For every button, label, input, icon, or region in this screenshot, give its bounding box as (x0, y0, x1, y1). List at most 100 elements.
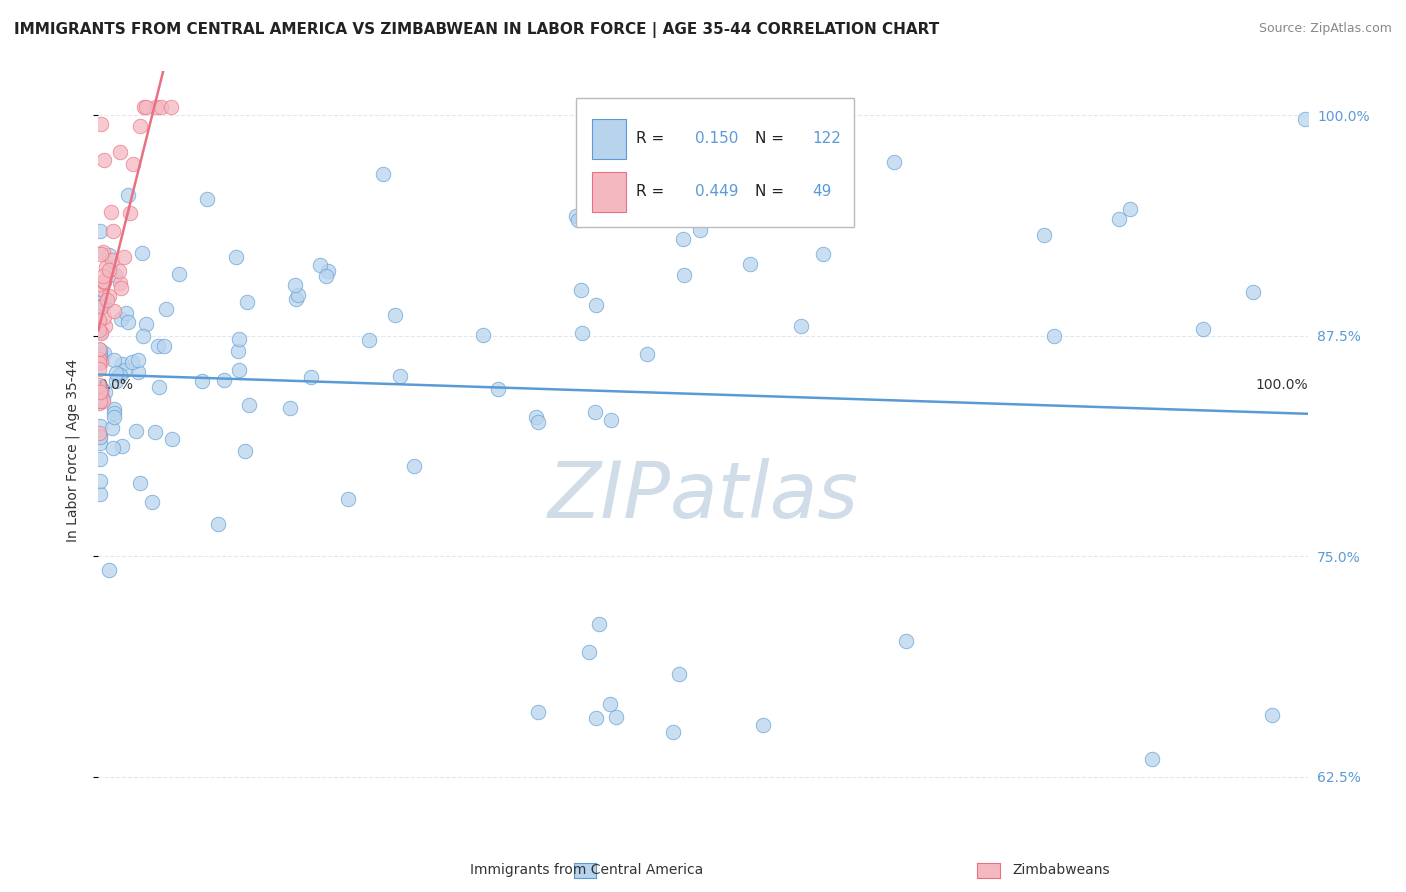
Point (93, 291, 115, 305)
Point (278, 401, 301, 416)
Point (89, 347, 111, 361)
Point (87, 315, 110, 329)
Point (141, 495, 163, 509)
Text: 0.0%: 0.0% (98, 378, 134, 392)
Point (167, 267, 190, 281)
Point (103, 402, 125, 417)
Point (121, 157, 143, 171)
Point (287, 287, 309, 301)
Point (195, 192, 218, 206)
Point (148, 380, 170, 394)
Point (790, 318, 813, 333)
Point (98, 248, 121, 262)
Text: Source: ZipAtlas.com: Source: ZipAtlas.com (1258, 22, 1392, 36)
Point (93, 297, 115, 311)
Point (811, 247, 834, 261)
Point (89, 394, 111, 409)
Point (103, 409, 125, 424)
Point (588, 616, 610, 631)
Y-axis label: In Labor Force | Age 35-44: In Labor Force | Age 35-44 (66, 359, 80, 542)
Point (89, 474, 111, 488)
Point (112, 250, 135, 264)
Point (89, 418, 111, 433)
Point (89, 380, 111, 394)
Point (486, 382, 509, 396)
Text: Immigrants from Central America: Immigrants from Central America (470, 863, 703, 877)
Point (153, 339, 176, 353)
Point (90, 117, 112, 131)
Point (225, 250, 247, 264)
Point (89, 394, 111, 409)
Point (91, 382, 114, 396)
Point (108, 264, 131, 278)
Point (98, 288, 121, 302)
Point (90, 247, 112, 261)
Point (114, 363, 136, 377)
Point (87, 277, 110, 291)
Text: IMMIGRANTS FROM CENTRAL AMERICA VS ZIMBABWEAN IN LABOR FORCE | AGE 35-44 CORRELA: IMMIGRANTS FROM CENTRAL AMERICA VS ZIMBA… (14, 22, 939, 38)
Bar (592, 172, 626, 211)
Point (89, 354, 111, 368)
Point (89, 343, 111, 357)
Point (578, 645, 600, 659)
Point (131, 245, 153, 260)
Point (571, 283, 593, 297)
Point (599, 698, 621, 712)
Point (91, 269, 114, 284)
Point (301, 369, 323, 384)
Point (101, 224, 124, 238)
Point (91, 394, 114, 409)
Point (190, 374, 212, 388)
Point (110, 368, 132, 382)
Point (527, 415, 550, 429)
Point (668, 667, 690, 681)
Point (1241, 285, 1264, 300)
Bar (592, 120, 626, 159)
Point (100, 421, 122, 435)
Point (160, 100, 183, 114)
Point (894, 633, 917, 648)
Text: R =: R = (637, 131, 669, 146)
Point (103, 304, 125, 318)
Point (108, 145, 131, 159)
Point (89, 349, 111, 363)
Point (90, 301, 112, 315)
Point (135, 317, 157, 331)
Point (605, 709, 627, 723)
Point (97, 563, 120, 577)
Point (90, 282, 112, 296)
Point (127, 365, 149, 379)
Point (87, 356, 110, 370)
Point (527, 705, 550, 719)
Point (285, 292, 308, 306)
Point (384, 308, 406, 322)
Point (89, 384, 111, 399)
Point (89, 487, 111, 501)
Point (96, 293, 118, 307)
Point (110, 277, 132, 291)
Point (93, 346, 115, 360)
Point (228, 332, 250, 346)
Point (472, 328, 495, 343)
Point (93, 310, 115, 325)
Point (105, 367, 128, 381)
Text: N =: N = (755, 131, 789, 146)
Point (100, 205, 122, 219)
Text: 100.0%: 100.0% (1256, 378, 1308, 392)
Text: ZIPatlas: ZIPatlas (547, 458, 859, 534)
Point (214, 373, 236, 387)
Point (87, 352, 110, 367)
Point (89, 430, 111, 444)
Point (97, 263, 120, 277)
Point (1140, 752, 1163, 766)
Point (1042, 328, 1064, 343)
Point (87, 396, 110, 410)
Point (207, 517, 229, 532)
Point (87, 343, 110, 357)
Point (284, 278, 307, 293)
Text: 0.449: 0.449 (695, 185, 738, 200)
Point (309, 258, 332, 272)
Text: R =: R = (637, 185, 669, 200)
Point (94, 260, 117, 274)
Point (145, 100, 167, 114)
